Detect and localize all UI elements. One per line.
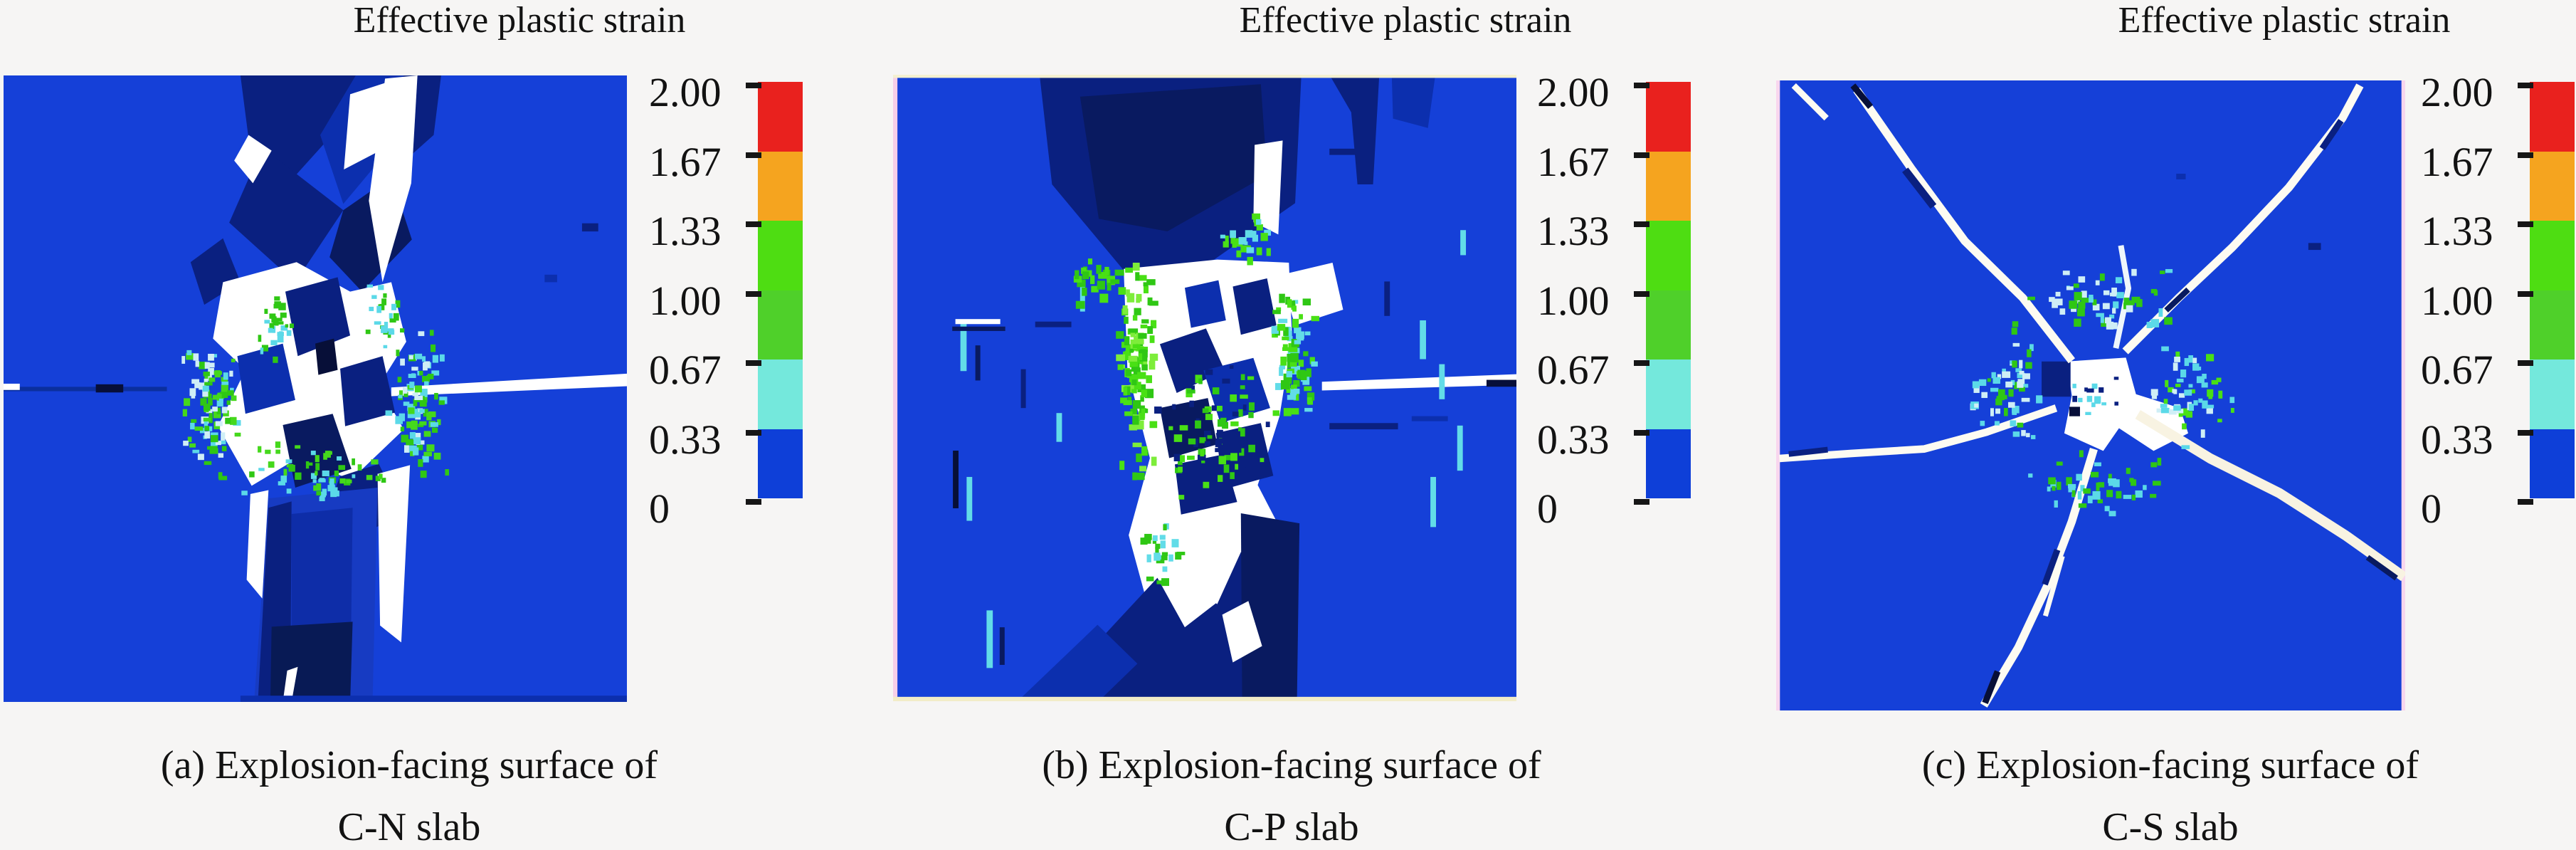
colorbar-tick-label: 1.33 (649, 208, 722, 254)
colorbar-tick-label: 0.67 (1537, 347, 1610, 393)
colorbar-tick-label: 2.00 (2421, 69, 2493, 115)
colorbar-tick-mark (746, 499, 761, 505)
colorbar-tick-mark (746, 290, 761, 297)
colorbar-segment (1646, 82, 1691, 152)
caption-line-1: (c) Explosion-facing surface of (1921, 743, 2419, 787)
colorbar-tick-label: 0 (649, 486, 670, 532)
caption-line-1: (a) Explosion-facing surface of (160, 743, 658, 787)
colorbar-segment (2530, 221, 2575, 290)
panel-a-title: Effective plastic strain (353, 0, 686, 41)
colorbar-segment (1646, 360, 1691, 429)
colorbar-tick-mark (746, 83, 761, 88)
colorbar-tick-mark (2518, 221, 2533, 227)
colorbar-tick-mark (1634, 429, 1649, 436)
colorbar-segment (758, 360, 803, 429)
colorbar-segment (2530, 151, 2575, 221)
colorbar-segment (2530, 290, 2575, 360)
colorbar-segment (1646, 151, 1691, 221)
colorbar-tick-label: 0 (1537, 486, 1558, 532)
colorbar-tick-label: 0.67 (2421, 347, 2493, 393)
colorbar-tick-mark (1634, 152, 1649, 158)
strain-speckles (1073, 213, 1320, 587)
panel-c-caption: (c) Explosion-facing surface of C-S slab (1758, 735, 2576, 850)
panel-c-title: Effective plastic strain (2118, 0, 2451, 41)
colorbar-tick-label: 0.67 (649, 347, 722, 393)
colorbar-tick-mark (2518, 429, 2533, 436)
colorbar-tick-mark (2518, 290, 2533, 297)
colorbar-segment (758, 151, 803, 221)
slab-fringe-plot-b (893, 75, 1516, 701)
colorbar-tick-mark (2518, 152, 2533, 158)
colorbar-segment (2530, 82, 2575, 152)
panel-a-caption: (a) Explosion-facing surface of C-N slab (0, 735, 822, 850)
colorbar-segment (2530, 360, 2575, 429)
panel-b-caption: (b) Explosion-facing surface of C-P slab (879, 735, 1704, 850)
colorbar-tick-label: 1.67 (2421, 138, 2493, 185)
colorbar-tick-mark (1634, 499, 1649, 505)
colorbar-segment (1646, 221, 1691, 290)
colorbar-segment (758, 221, 803, 290)
colorbar-tick-mark (1634, 221, 1649, 227)
colorbar-tick-label: 0.33 (1537, 416, 1610, 463)
colorbar-tick-mark (1634, 290, 1649, 297)
colorbar-tick-label: 2.00 (649, 69, 722, 115)
colorbar-c: 2.00 1.67 1.33 1.00 0.67 0.33 0 (2421, 71, 2576, 541)
strain-speckles (181, 284, 449, 502)
colorbar-segment (758, 82, 803, 152)
colorbar-tick-label: 0 (2421, 486, 2442, 532)
colorbar-tick-mark (1634, 360, 1649, 366)
colorbar-tick-mark (1634, 83, 1649, 88)
colorbar-tick-mark (746, 360, 761, 366)
slab-fringe-plot-a (4, 75, 627, 702)
colorbar-tick-label: 0.33 (2421, 416, 2493, 463)
colorbar-segment (1646, 429, 1691, 498)
damage-fragments (4, 75, 627, 702)
caption-line-1: (b) Explosion-facing surface of (1042, 743, 1541, 787)
colorbar-gradient-bar (758, 82, 803, 498)
colorbar-tick-mark (2518, 83, 2533, 88)
panel-b-title: Effective plastic strain (1239, 0, 1572, 41)
colorbar-tick-mark (2518, 360, 2533, 366)
colorbar-tick-label: 1.00 (2421, 277, 2493, 324)
colorbar-tick-mark (746, 152, 761, 158)
colorbar-b: 2.00 1.67 1.33 1.00 0.67 0.33 0 (1537, 71, 1694, 541)
colorbar-gradient-bar (2530, 82, 2575, 498)
colorbar-segment (758, 429, 803, 498)
colorbar-tick-label: 1.33 (2421, 208, 2493, 254)
colorbar-tick-label: 1.00 (1537, 277, 1610, 324)
colorbar-tick-label: 1.67 (1537, 138, 1610, 185)
colorbar-tick-mark (746, 221, 761, 227)
caption-line-2: C-P slab (1224, 805, 1359, 849)
caption-line-2: C-S slab (2102, 805, 2239, 849)
colorbar-gradient-bar (1646, 82, 1691, 498)
colorbar-segment (758, 290, 803, 360)
colorbar-tick-label: 2.00 (1537, 69, 1610, 115)
colorbar-segment (1646, 290, 1691, 360)
colorbar-tick-mark (746, 429, 761, 436)
colorbar-segment (2530, 429, 2575, 498)
colorbar-tick-label: 1.00 (649, 277, 722, 324)
colorbar-tick-label: 1.33 (1537, 208, 1610, 254)
colorbar-tick-label: 0.33 (649, 416, 722, 463)
colorbar-tick-label: 1.67 (649, 138, 722, 185)
colorbar-a: 2.00 1.67 1.33 1.00 0.67 0.33 0 (649, 71, 806, 541)
slab-fringe-plot-c (1776, 80, 2405, 710)
caption-line-2: C-N slab (337, 805, 481, 849)
colorbar-tick-mark (2518, 499, 2533, 505)
strain-speckles (1970, 268, 2235, 517)
